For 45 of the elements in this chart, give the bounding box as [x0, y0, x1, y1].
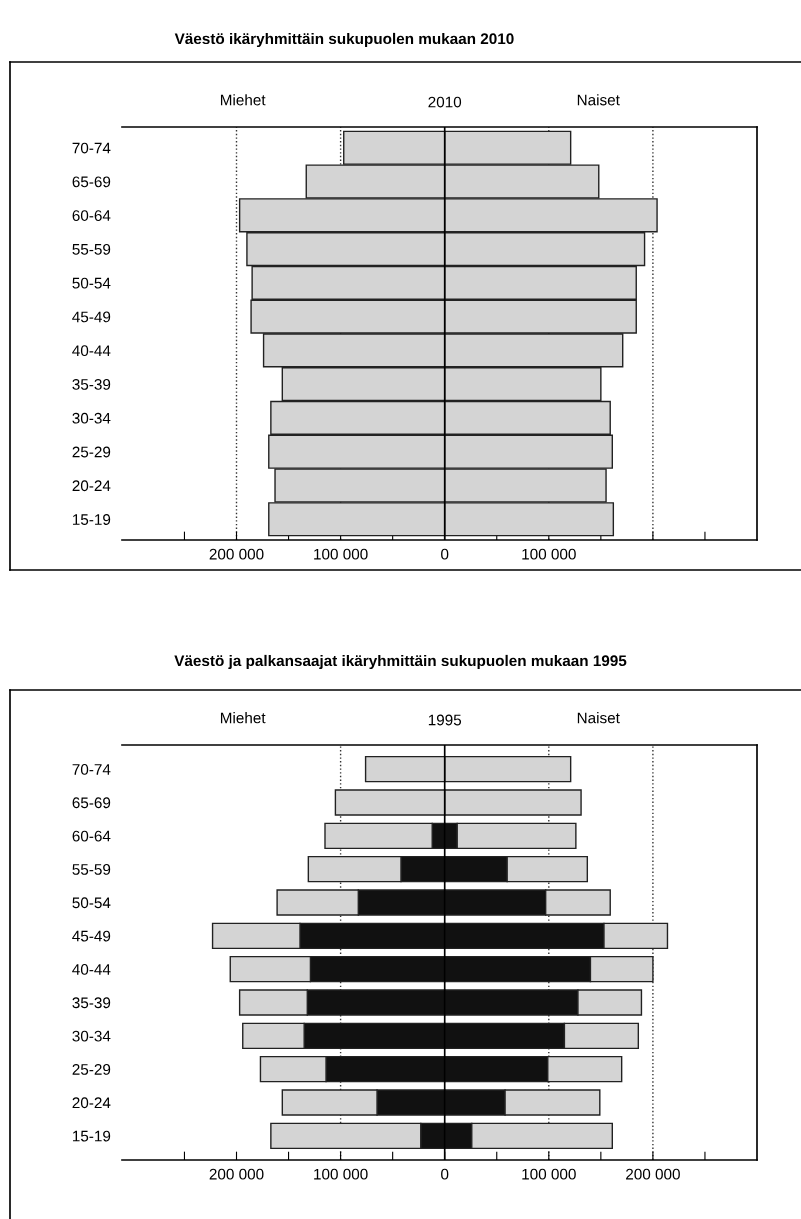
y-tick-label: 65-69 [72, 176, 111, 188]
y-tick-label: 65-69 [72, 797, 111, 809]
y-tick-label: 70-74 [72, 142, 111, 154]
x-tick-label: 100 000 [314, 1168, 368, 1180]
y-tick-label: 55-59 [72, 243, 111, 255]
y-tick-label: 20-24 [72, 1097, 111, 1109]
y-tick-label: 60-64 [72, 210, 111, 221]
chart-subtitle: 2010 [428, 96, 462, 108]
y-tick-label: 50-54 [72, 897, 111, 909]
text: Miehet [220, 712, 266, 724]
y-tick-label: 30-34 [72, 1030, 111, 1042]
y-tick-label: 50-54 [72, 277, 111, 289]
y-tick-label: 25-29 [72, 446, 111, 458]
chart-title: Väestö ikäryhmittäin sukupuolen mukaan 2010 [174, 32, 514, 48]
x-tick-label: 200 000 [209, 548, 264, 560]
x-tick-label: 200 000 [209, 1168, 264, 1180]
y-tick-label: 35-39 [72, 379, 111, 390]
x-tick-label: 100 000 [522, 548, 576, 560]
chart-subtitle: 1995 [428, 714, 462, 726]
y-tick-label: 60-64 [72, 830, 111, 842]
text: Naiset [577, 712, 620, 724]
x-tick-label: 100 000 [522, 1168, 576, 1180]
y-tick-label: 20-24 [72, 480, 111, 492]
y-tick-label: 15-19 [72, 514, 111, 525]
x-tick-label: 0 [441, 1168, 449, 1180]
y-tick-label: 40-44 [72, 964, 111, 975]
y-tick-label: 55-59 [72, 864, 111, 875]
y-tick-label: 35-39 [72, 997, 111, 1009]
chart-title: Väestö ja palkansaajat ikäryhmittäin sukupuolen mukaan 1995 [174, 654, 627, 670]
text: Miehet [220, 94, 266, 106]
y-tick-label: 45-49 [72, 930, 111, 942]
y-tick-label: 30-34 [72, 412, 111, 424]
bar [444, 789, 582, 816]
y-tick-label: 15-19 [72, 1130, 111, 1142]
x-tick-label: 200 000 [626, 1168, 680, 1180]
y-tick-label: 40-44 [72, 345, 111, 357]
bar [444, 755, 572, 783]
bar [334, 789, 446, 816]
text: Naiset [577, 94, 620, 106]
x-tick-label: 0 [441, 548, 449, 560]
y-tick-label: 45-49 [72, 311, 111, 323]
y-tick-label: 70-74 [72, 764, 111, 775]
bar [364, 755, 446, 783]
x-tick-label: 100 000 [314, 548, 368, 560]
y-tick-label: 25-29 [72, 1064, 111, 1075]
